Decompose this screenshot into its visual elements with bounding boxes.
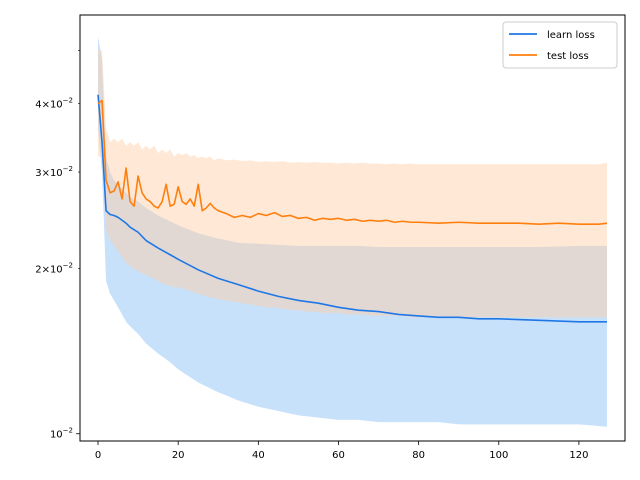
plot-area-frame: [79, 14, 626, 442]
legend: learn loss test loss: [502, 21, 618, 69]
legend-label: learn loss: [547, 30, 595, 41]
y-minor-tick-label: 3×10−2: [35, 165, 73, 179]
x-tick-label: 0: [95, 450, 101, 461]
x-axis: 0 20 40 60 80 100 120: [95, 441, 588, 461]
x-tick-label: 60: [332, 450, 345, 461]
x-tick-label: 100: [489, 450, 508, 461]
band-learn: [98, 36, 607, 427]
y-minor-tick-label: 4×10−2: [35, 97, 73, 111]
line-test-loss: [97, 99, 608, 226]
band-test: [98, 50, 607, 318]
y-major-tick-label: 10−2: [50, 427, 73, 441]
y-minor-tick-label: 2×10−2: [35, 262, 73, 276]
x-tick-label: 20: [172, 450, 185, 461]
x-tick-label: 120: [569, 450, 588, 461]
legend-label: test loss: [547, 51, 589, 62]
x-tick-label: 80: [412, 450, 425, 461]
x-tick-label: 40: [252, 450, 265, 461]
confidence-bands: [98, 36, 607, 427]
line-learn-loss: [97, 94, 607, 323]
series-lines: [97, 94, 608, 323]
y-axis: 10−2 2×10−2 3×10−2 4×10−2: [35, 50, 80, 441]
